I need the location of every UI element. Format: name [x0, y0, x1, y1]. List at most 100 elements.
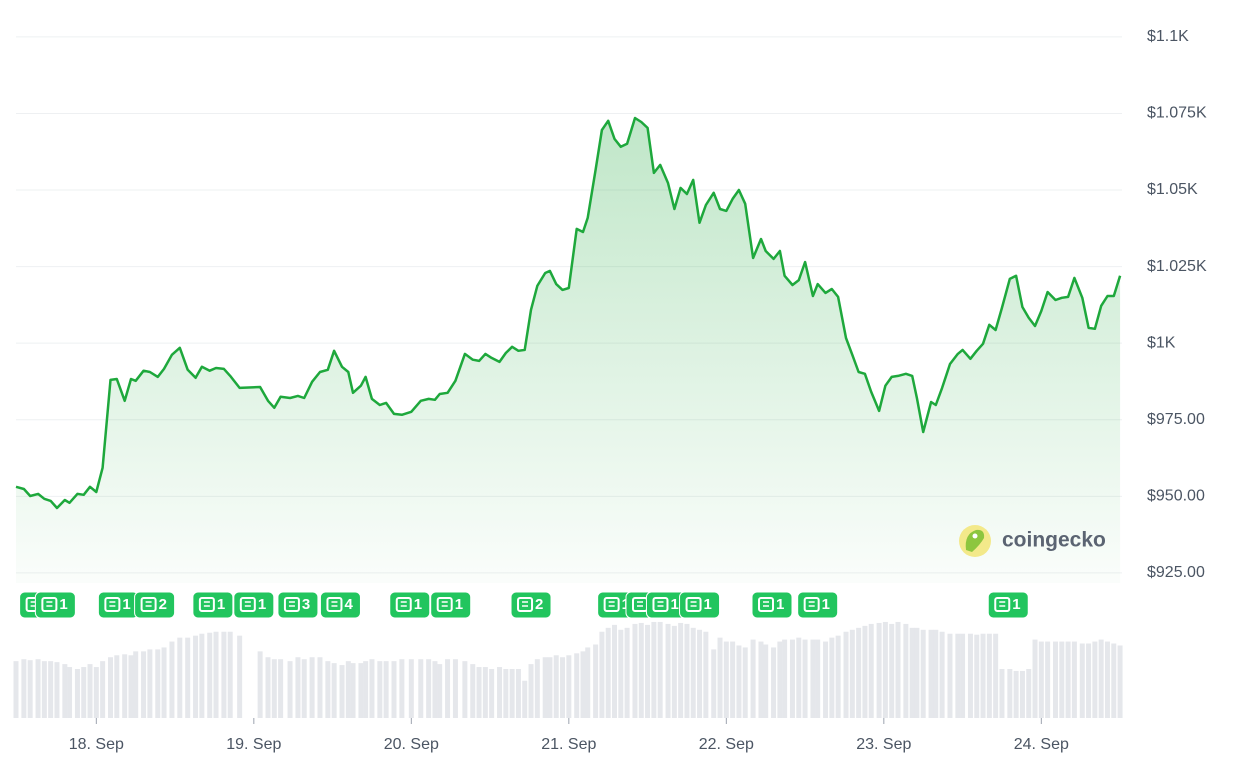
volume-bar — [585, 647, 591, 718]
volume-bar — [452, 659, 458, 718]
volume-bar — [843, 631, 849, 718]
y-tick-label: $1K — [1147, 334, 1176, 351]
volume-bar — [213, 631, 219, 718]
volume-bar — [1059, 641, 1065, 718]
volume-bar — [1053, 641, 1058, 718]
news-count: 1 — [776, 596, 784, 613]
volume-bar — [383, 661, 389, 718]
volume-bar — [717, 637, 723, 718]
volume-bar — [147, 649, 153, 718]
volume-bar — [856, 627, 862, 718]
volume-bar — [1038, 641, 1044, 718]
volume-bar — [482, 667, 488, 718]
volume-bar — [1086, 643, 1092, 718]
news-icon — [239, 597, 256, 612]
volume-bar — [882, 621, 888, 718]
volume — [13, 621, 1123, 718]
volume-bar — [723, 641, 729, 718]
volume-bar — [802, 639, 808, 718]
news-icon — [283, 597, 300, 612]
volume-bar — [560, 657, 566, 718]
volume-bar — [862, 625, 868, 718]
volume-bar — [771, 647, 777, 718]
volume-bar — [789, 639, 795, 718]
news-badge[interactable]: 1 — [430, 591, 472, 619]
volume-bar — [665, 623, 671, 718]
news-badge[interactable]: 1 — [233, 591, 275, 619]
volume-bar — [542, 657, 548, 718]
news-icon — [326, 597, 343, 612]
volume-bar — [782, 639, 788, 718]
news-icon — [198, 597, 215, 612]
watermark: coingecko — [959, 525, 1106, 557]
volume-bar — [599, 631, 605, 718]
volume-bar — [823, 641, 829, 718]
volume-bar — [408, 659, 414, 718]
volume-bar — [41, 661, 47, 718]
news-badge[interactable]: 1 — [389, 591, 431, 619]
volume-bar — [528, 664, 534, 718]
x-tick-label: 23. Sep — [856, 736, 911, 753]
volume-bar — [1019, 670, 1025, 718]
news-badge[interactable]: 2 — [510, 591, 552, 619]
volume-bar — [967, 633, 973, 718]
volume-bar — [999, 669, 1005, 718]
volume-bar — [426, 659, 432, 718]
volume-bar — [350, 663, 356, 718]
y-tick-label: $1.05K — [1147, 181, 1198, 198]
volume-bar — [509, 669, 515, 718]
news-badge[interactable]: 4 — [319, 591, 361, 619]
news-count: 1 — [59, 596, 67, 613]
x-tick-label: 21. Sep — [541, 736, 596, 753]
news-icon — [436, 597, 453, 612]
volume-bar — [697, 629, 703, 718]
volume-bar — [114, 655, 120, 718]
volume-bar — [358, 663, 364, 718]
news-badge[interactable]: 1 — [34, 591, 76, 619]
volume-bar — [920, 629, 926, 718]
volume-bar — [671, 625, 677, 718]
news-count: 3 — [302, 596, 310, 613]
news-badge[interactable]: 1 — [97, 591, 139, 619]
volume-bar — [81, 667, 87, 718]
volume-bar — [928, 629, 934, 718]
news-badge[interactable]: 1 — [987, 591, 1029, 619]
volume-bar — [317, 657, 323, 718]
volume-bar — [574, 653, 580, 718]
news-badge[interactable]: 2 — [134, 591, 176, 619]
volume-bar — [399, 659, 405, 718]
volume-bar — [612, 624, 617, 718]
volume-bar — [703, 631, 709, 718]
volume-bar — [711, 649, 717, 718]
volume-bar — [618, 629, 624, 718]
volume-bar — [1117, 645, 1123, 718]
volume-bar — [497, 667, 503, 718]
news-badge[interactable]: 3 — [277, 591, 319, 619]
volume-bar — [909, 627, 915, 718]
volume-bar — [122, 654, 128, 718]
news-badge[interactable]: 1 — [797, 591, 839, 619]
volume-bar — [287, 661, 293, 718]
news-badge[interactable]: 1 — [192, 591, 234, 619]
volume-bar — [889, 623, 895, 718]
volume-bar — [193, 635, 199, 718]
volume-bar — [835, 635, 841, 718]
volume-bar — [21, 659, 27, 718]
news-badge[interactable]: 1 — [751, 591, 793, 619]
y-tick-label: $925.00 — [1147, 564, 1205, 581]
volume-bar — [257, 651, 263, 718]
volume-bar — [534, 659, 540, 718]
news-badge[interactable]: 1 — [679, 591, 721, 619]
volume-bar — [141, 651, 147, 718]
news-count: 1 — [122, 596, 130, 613]
volume-bar — [331, 663, 337, 718]
volume-bar — [522, 680, 528, 718]
volume-bar — [271, 659, 277, 718]
volume-bar — [1045, 641, 1051, 718]
volume-bar — [265, 657, 271, 718]
volume-bar — [1111, 643, 1117, 718]
volume-bar — [876, 622, 882, 718]
volume-bar — [914, 627, 920, 718]
volume-bar — [1026, 669, 1032, 718]
volume-bar — [657, 621, 663, 718]
